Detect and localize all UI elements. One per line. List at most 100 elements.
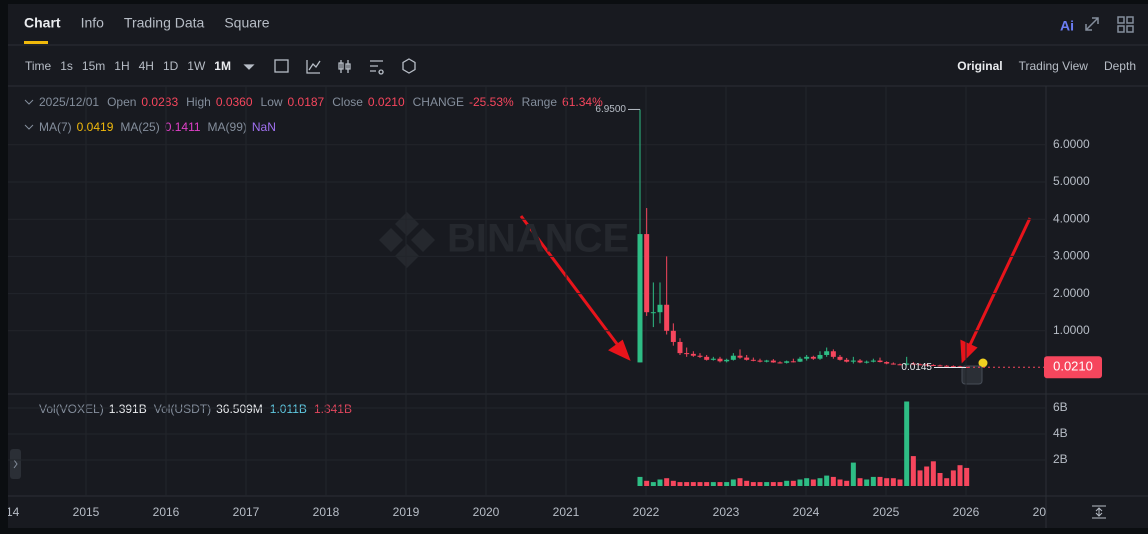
candle-body: [704, 356, 710, 360]
candle-body: [910, 363, 916, 365]
volume-bar: [657, 479, 663, 486]
candle-body: [857, 360, 863, 363]
x-tick-label: 2026: [953, 505, 980, 519]
top-icons[interactable]: Ai: [1060, 16, 1134, 34]
interval-option[interactable]: 1M: [214, 59, 231, 73]
volume-bar: [650, 482, 656, 486]
candle-body: [637, 234, 643, 363]
candle-body: [710, 358, 716, 360]
volume-bar: [764, 482, 770, 486]
indicator-icon[interactable]: [306, 60, 321, 74]
calendar-icon[interactable]: [274, 59, 289, 73]
view-option[interactable]: Trading View: [1019, 59, 1089, 73]
legend-value: 0.0360: [216, 95, 253, 109]
candle-body: [817, 354, 823, 359]
gear-icon[interactable]: [402, 58, 416, 74]
ma-value: 0.1411: [165, 120, 201, 134]
annotation-arrows: [519, 215, 1032, 364]
volume-label: Vol(VOXEL): [39, 402, 104, 416]
last-price-tag: [1044, 356, 1102, 379]
volume-bar: [910, 456, 916, 486]
legend-value: 61.34%: [562, 95, 603, 109]
volume-bar: [930, 461, 936, 486]
volume-bar: [890, 478, 896, 486]
y-tick-label: 3.0000: [1053, 249, 1090, 263]
x-tick-label: 2014: [0, 505, 20, 519]
volume-bar: [664, 478, 670, 486]
interval-option[interactable]: 1s: [60, 59, 73, 73]
interval-option[interactable]: 1H: [114, 59, 129, 73]
volume-bar: [904, 401, 910, 486]
candle-body: [717, 358, 723, 362]
x-tick-label: 2017: [233, 505, 260, 519]
tab[interactable]: Trading Data: [124, 15, 205, 31]
candle-body: [924, 364, 930, 366]
event-dot[interactable]: [978, 358, 988, 368]
volume-bar: [790, 480, 796, 486]
x-tick-label: 2020: [473, 505, 500, 519]
event-icon[interactable]: [961, 365, 983, 385]
candle-body: [950, 366, 956, 368]
candle-body: [784, 361, 790, 363]
volume-bar: [677, 482, 683, 486]
interval-option[interactable]: 15m: [82, 59, 105, 73]
volume-bar: [824, 475, 830, 486]
chevron[interactable]: [13, 459, 18, 469]
tab[interactable]: Square: [224, 15, 269, 31]
candle-body: [810, 356, 816, 359]
tab[interactable]: Info: [81, 15, 105, 31]
volume-tick-label: 4B: [1053, 426, 1068, 440]
settings-list-icon[interactable]: [370, 60, 384, 75]
volume-bar: [684, 482, 690, 486]
candle-body: [744, 357, 750, 360]
candle-body: [870, 360, 876, 362]
candle-body: [890, 363, 896, 365]
volume-tick-label: 2B: [1053, 452, 1068, 466]
view-option[interactable]: Depth: [1104, 59, 1136, 73]
active-tab-underline: [24, 41, 48, 44]
legend-date: 2025/12/01: [39, 95, 99, 109]
volume-bar: [777, 482, 783, 486]
candle-body: [850, 360, 856, 362]
scale-toggle-icon[interactable]: [1092, 505, 1106, 519]
legend-label: Open: [107, 95, 136, 109]
collapse-carets[interactable]: [24, 99, 34, 130]
volume-value: 1.011B: [270, 402, 307, 416]
x-tick-label: 2022: [633, 505, 660, 519]
interval-option[interactable]: Time: [25, 59, 52, 73]
volume-bar: [697, 482, 703, 486]
volume-bar: [870, 476, 876, 486]
volume-bar: [644, 480, 650, 486]
interval-option[interactable]: 1W: [187, 59, 206, 73]
volume-value: 1.391B: [109, 402, 147, 416]
candle-body: [664, 304, 670, 331]
dropdown-caret[interactable]: [243, 64, 255, 70]
expand-icon[interactable]: [1085, 17, 1099, 31]
legend-value: -25.53%: [469, 95, 514, 109]
x-tick-label: 2018: [313, 505, 340, 519]
volume-bar: [670, 480, 676, 486]
candle-body: [770, 360, 776, 363]
volume-bar: [810, 479, 816, 486]
tab[interactable]: Chart: [24, 15, 61, 31]
volume-label: Vol(USDT): [154, 402, 211, 416]
x-tick-label: 2024: [793, 505, 820, 519]
interval-option[interactable]: 1D: [163, 59, 179, 73]
candle-body: [797, 358, 803, 362]
legend-label: Low: [261, 95, 283, 109]
view-option[interactable]: Original: [957, 59, 1002, 73]
candle-body: [877, 360, 883, 363]
layout-icon[interactable]: [1117, 16, 1134, 33]
y-tick-label: 5.0000: [1053, 174, 1090, 188]
legend-label: CHANGE: [413, 95, 464, 109]
candle-body: [684, 353, 690, 355]
legend-label: Close: [332, 95, 363, 109]
y-tick-label: 4.0000: [1053, 211, 1090, 225]
volume-bar: [717, 482, 723, 486]
expand-panel-button[interactable]: [10, 449, 21, 479]
ai-icon[interactable]: Ai: [1060, 18, 1074, 34]
interval-option[interactable]: 4H: [139, 59, 154, 73]
candle-icon[interactable]: [338, 60, 351, 73]
toolbar-icons[interactable]: [243, 58, 416, 75]
x-tick-label: 2025: [873, 505, 900, 519]
